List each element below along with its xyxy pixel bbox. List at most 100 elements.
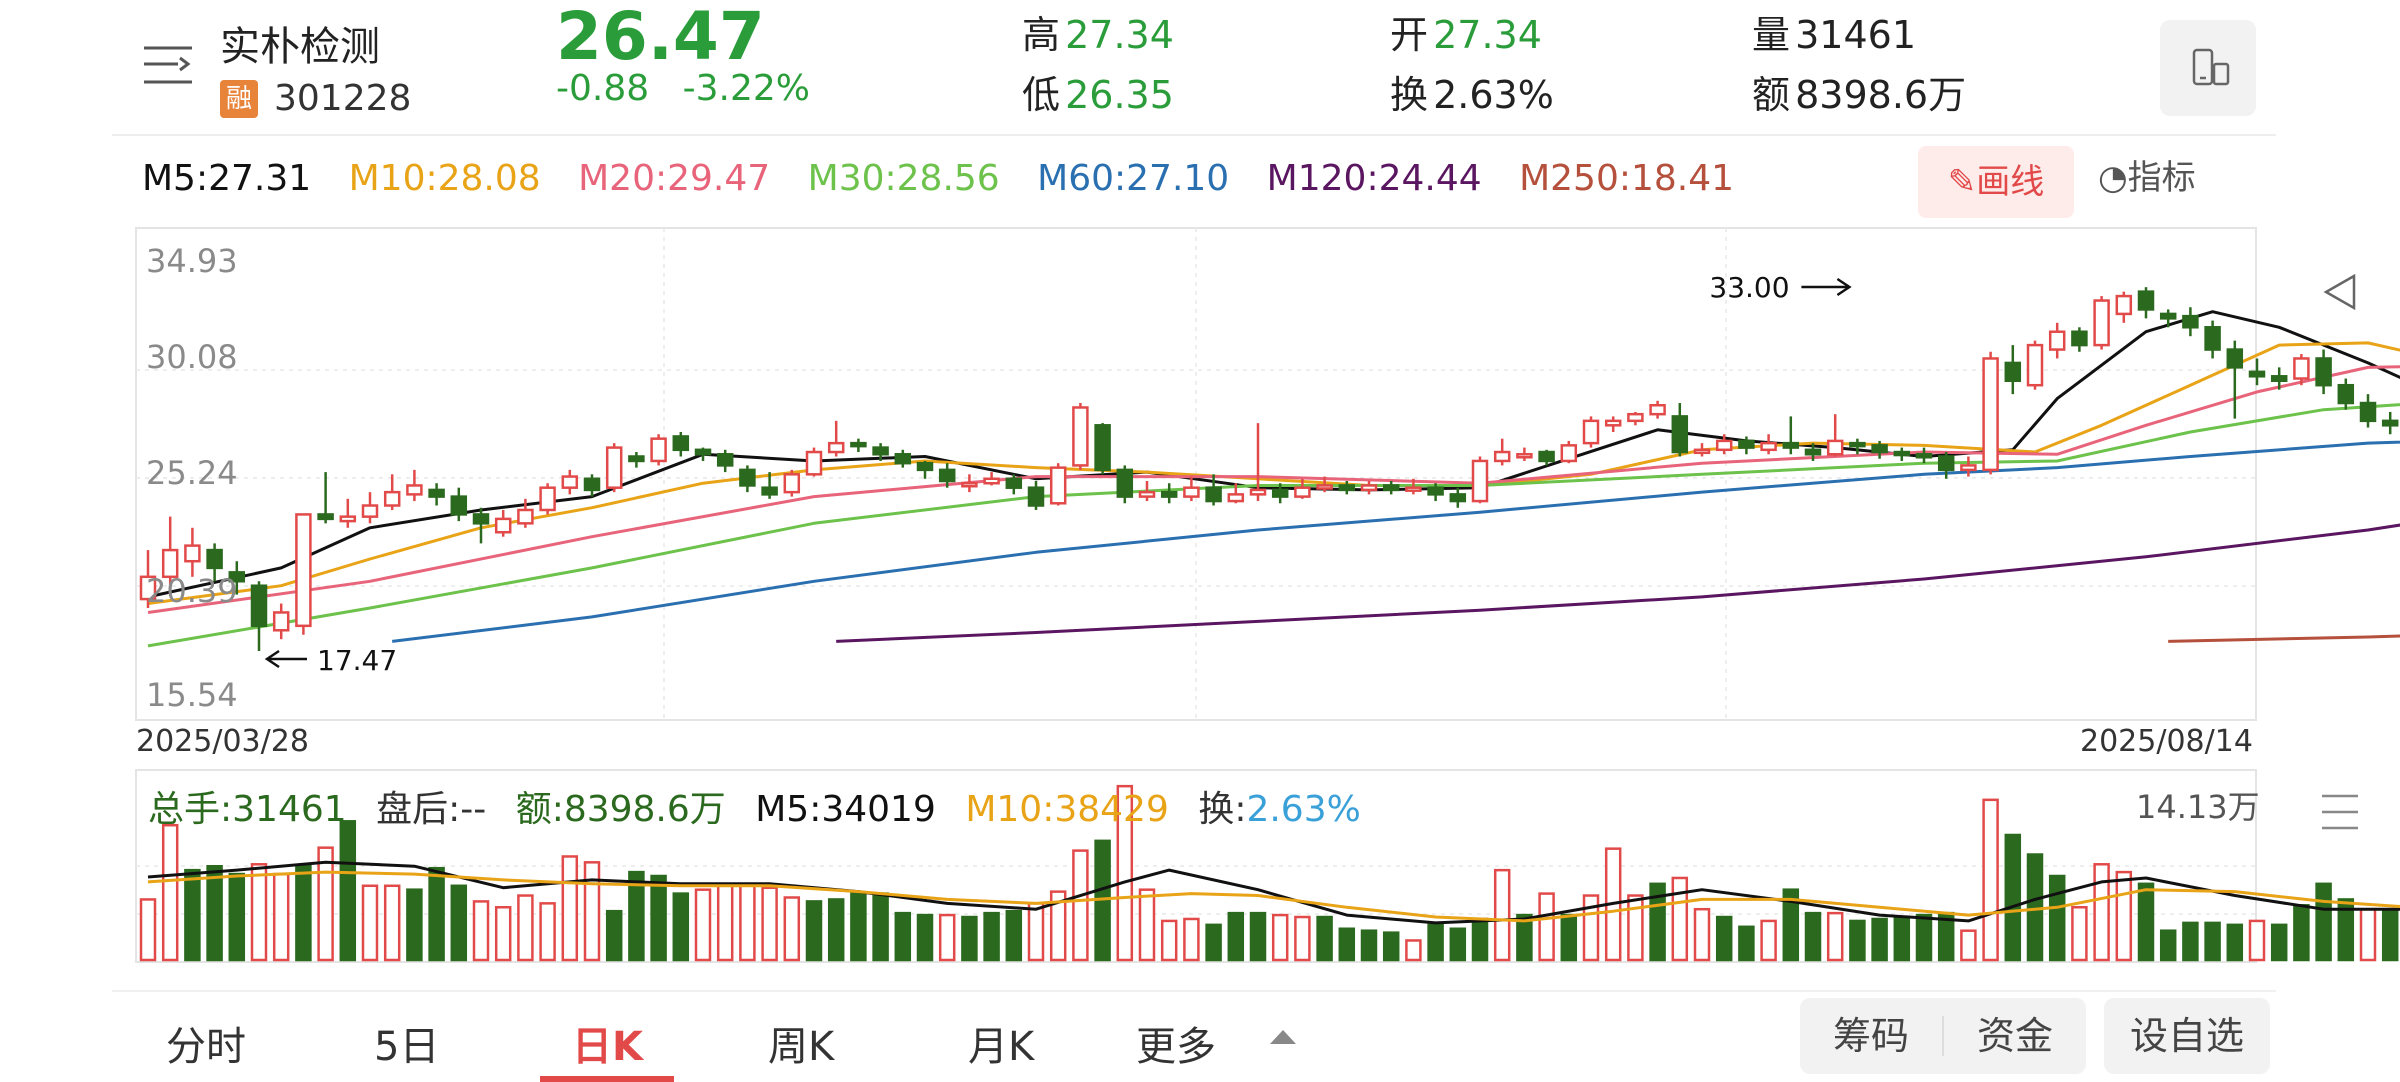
volume-bar bbox=[2359, 907, 2377, 962]
candle-body bbox=[1960, 464, 1977, 472]
volume-bar bbox=[1471, 917, 1489, 962]
menu-icon[interactable] bbox=[142, 42, 194, 88]
ma-line-m250 bbox=[2168, 634, 2400, 643]
candle-body bbox=[1360, 484, 1378, 492]
volume-bar bbox=[1582, 894, 1600, 962]
candle-body bbox=[1582, 419, 1600, 445]
funds-button[interactable]: 资金 bbox=[1976, 1014, 2053, 1058]
volume-bar bbox=[1782, 888, 1800, 962]
y-tick-label: 34.93 bbox=[146, 242, 238, 280]
high-price-label: 33.00 bbox=[1709, 271, 1789, 304]
candle-body bbox=[2337, 383, 2355, 405]
volume-grid bbox=[135, 769, 2257, 963]
quote-open: 开 27.34 bbox=[1390, 4, 1542, 59]
volume-bar bbox=[739, 882, 756, 962]
volume-bar bbox=[1138, 888, 1156, 962]
collapse-left-icon[interactable] bbox=[2318, 270, 2362, 314]
volume-bar bbox=[161, 823, 179, 962]
hamburger-icon[interactable] bbox=[2318, 790, 2362, 834]
candle-body bbox=[1449, 493, 1467, 503]
tab-daily-k[interactable]: 日K bbox=[572, 1024, 643, 1070]
volume-bar bbox=[339, 820, 357, 962]
candle-body bbox=[1738, 439, 1755, 449]
candle-body bbox=[583, 477, 601, 492]
volume-ma-m10 bbox=[147, 870, 2400, 923]
volume-bar bbox=[228, 872, 246, 962]
candle-body bbox=[1982, 357, 1999, 472]
candle-body bbox=[1227, 493, 1245, 503]
high-value: 27.34 bbox=[1065, 13, 1174, 57]
volume-bar bbox=[1449, 927, 1467, 962]
tab-more[interactable]: 更多 bbox=[1136, 1024, 1216, 1070]
tab-weekly-k[interactable]: 周K bbox=[768, 1024, 835, 1070]
volume-bar bbox=[827, 898, 845, 962]
ma-line-m60 bbox=[392, 440, 2400, 643]
chips-funds-group: 筹码 资金 bbox=[1800, 998, 2086, 1074]
candle-body bbox=[1516, 453, 1533, 459]
candle-body bbox=[472, 513, 490, 525]
candle-body bbox=[561, 475, 579, 489]
candle-body bbox=[228, 571, 246, 583]
candle-body bbox=[1427, 486, 1444, 496]
volume-bar bbox=[2048, 874, 2066, 962]
ma-legend-m60: M60:27.10 bbox=[1037, 158, 1230, 199]
volume-bar bbox=[1915, 913, 1933, 962]
draw-line-button[interactable]: ✎画线 bbox=[1918, 146, 2074, 218]
candle-body bbox=[450, 495, 468, 516]
volume-bar bbox=[2315, 882, 2332, 962]
volume-bar bbox=[1538, 892, 1555, 962]
volume-bar bbox=[1116, 784, 1134, 962]
volume-m5: M5:34019 bbox=[755, 789, 936, 830]
amount-label: 额 bbox=[1752, 73, 1791, 117]
candle-body bbox=[139, 575, 157, 601]
volume-max-label: 14.13万 bbox=[2136, 788, 2260, 826]
chips-button[interactable]: 筹码 bbox=[1832, 1014, 1909, 1058]
tab-5day[interactable]: 5日 bbox=[374, 1024, 440, 1070]
candle-body bbox=[1782, 441, 1800, 449]
candle-body bbox=[406, 484, 423, 496]
candle-body bbox=[2004, 361, 2022, 382]
candle-body bbox=[1027, 486, 1045, 507]
landscape-button[interactable] bbox=[2160, 20, 2256, 116]
ma-legend-m10: M10:28.08 bbox=[348, 158, 541, 199]
add-watchlist-button[interactable]: 设自选 bbox=[2104, 998, 2270, 1074]
candle-body bbox=[2048, 330, 2066, 351]
candle-body bbox=[1560, 444, 1578, 463]
candle-body bbox=[2315, 357, 2332, 387]
candle-body bbox=[539, 486, 556, 512]
candle-body bbox=[317, 513, 334, 521]
candle-body bbox=[872, 446, 889, 456]
volume-turnover: 2.63% bbox=[1246, 789, 1361, 830]
volume-bar bbox=[672, 892, 690, 962]
indicator-button[interactable]: ◔指标 bbox=[2098, 150, 2196, 199]
volume-bar bbox=[1560, 913, 1578, 962]
volume-bar bbox=[1405, 939, 1422, 962]
candle-body bbox=[1005, 477, 1023, 489]
tab-monthly-k[interactable]: 月K bbox=[968, 1024, 1035, 1070]
tab-intraday[interactable]: 分时 bbox=[166, 1024, 246, 1070]
candle-body bbox=[694, 448, 712, 456]
candle-body bbox=[1649, 404, 1666, 416]
volume-bar bbox=[2270, 923, 2288, 962]
caret-up-icon[interactable] bbox=[1268, 1026, 1298, 1046]
volume-bar bbox=[1871, 917, 1888, 962]
candle-body bbox=[761, 486, 778, 496]
candle-body bbox=[1271, 488, 1289, 498]
candle-body bbox=[1915, 453, 1933, 459]
volume-bar bbox=[1338, 927, 1356, 962]
high-label: 高 bbox=[1022, 13, 1061, 57]
candle-body bbox=[716, 453, 734, 467]
candle-body bbox=[628, 455, 645, 463]
candle-body bbox=[650, 437, 667, 463]
volume-bar bbox=[450, 884, 468, 962]
candle-body bbox=[206, 548, 223, 570]
volume-bar bbox=[628, 870, 645, 962]
candle-body bbox=[383, 490, 401, 507]
volume-bar bbox=[2093, 863, 2110, 962]
candle-body bbox=[2071, 330, 2088, 347]
y-tick-label: 15.54 bbox=[146, 676, 238, 714]
candle-body bbox=[1871, 444, 1888, 454]
volume-bar bbox=[406, 888, 423, 962]
candle-body bbox=[1604, 419, 1622, 427]
